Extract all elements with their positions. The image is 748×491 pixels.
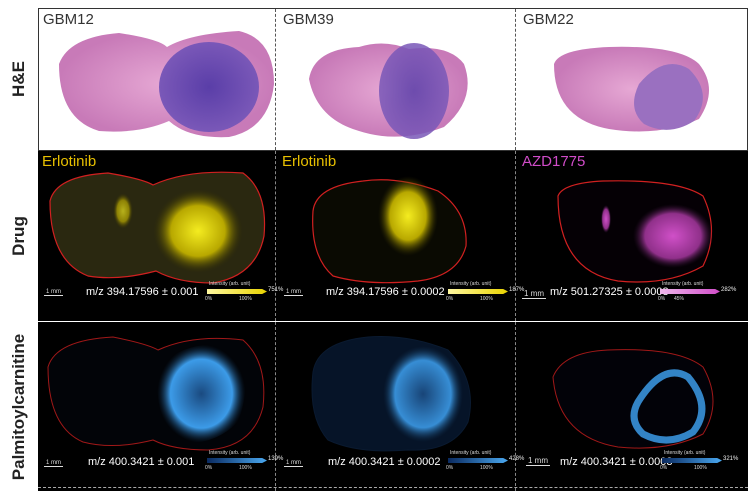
legend-colorbar [660,289,720,294]
legend-title: Intensity (arb. unit) [209,281,251,287]
legend-colorbar [207,458,267,463]
legend-title: Intensity (arb. unit) [664,450,706,456]
legend-tick: 100% [480,465,493,471]
he-gbm22-tumor [634,64,703,130]
scale-bar: 1 mm [522,289,546,299]
legend-max: 428% [509,456,525,462]
intensity-legend: Intensity (arb. unit) 282% 0% 45% [654,281,738,311]
column-divider [515,322,516,491]
legend-title: Intensity (arb. unit) [209,450,251,456]
legend-tick: 0% [446,296,454,302]
column-divider [275,9,276,150]
legend-max: 282% [721,287,737,293]
drug-gbm22-signal [633,204,713,268]
legend-max: 751% [268,287,284,293]
row-label-text: H&E [9,60,28,97]
scale-bar: 1 mm [44,289,63,296]
legend-tick: 100% [239,465,252,471]
drug-title: Erlotinib [282,153,337,170]
legend-colorbar [207,289,267,294]
legend-title: Intensity (arb. unit) [662,281,704,287]
palm-gbm39-signal [383,346,463,442]
mz-label: m/z 394.17596 ± 0.001 [86,286,199,298]
legend-tick: 100% [239,296,252,302]
mz-label: m/z 394.17596 ± 0.0002 [326,286,445,298]
legend-max: 321% [723,456,739,462]
palm-gbm22-signal [630,369,706,444]
he-gbm12-tumor [159,42,259,132]
legend-max: 187% [509,287,525,293]
sample-title-gbm39: GBM39 [283,11,334,28]
sample-title-gbm12: GBM12 [43,11,94,28]
drug-ion-images [49,171,713,284]
drug-gbm22-signal [601,205,611,233]
he-row: GBM12 GBM39 GBM22 [38,8,748,151]
row-label-text: Palmitoylcarnitine [9,333,28,480]
intensity-legend: Intensity (arb. unit) 139% 0% 100% [201,450,285,480]
column-divider [515,9,516,150]
legend-colorbar [448,458,508,463]
column-divider [515,151,516,321]
intensity-legend: Intensity (arb. unit) 187% 0% 100% [442,281,526,311]
he-gbm39-tumor [379,43,449,139]
row-label-text: Drug [9,216,29,256]
legend-tick: 0% [446,465,454,471]
palmitoylcarnitine-row: 1 mm m/z 400.3421 ± 0.001 Intensity (arb… [38,322,748,491]
legend-title: Intensity (arb. unit) [450,281,492,287]
scale-bar: 1 mm [44,460,63,467]
row-label-palmitoylcarnitine: Palmitoylcarnitine [0,322,38,491]
legend-tick: 0% [205,296,213,302]
intensity-legend: Intensity (arb. unit) 428% 0% 100% [442,450,526,480]
row-label-drug: Drug [0,151,38,321]
legend-colorbar [662,458,722,463]
drug-row: Erlotinib Erlotinib AZD1775 1 mm m/z 394… [38,151,748,321]
mz-label: m/z 400.3421 ± 0.001 [88,456,195,468]
legend-max: 139% [268,456,284,462]
palm-gbm12-signal [157,344,246,443]
drug-title: AZD1775 [522,153,586,170]
scale-bar: 1 mm [284,289,303,296]
he-tissue-images [59,31,709,139]
drug-title: Erlotinib [42,153,97,170]
drug-gbm12-signal [113,193,133,229]
mz-label: m/z 501.27325 ± 0.0003 [550,286,669,298]
legend-tick: 0% [205,465,213,471]
column-divider [275,151,276,321]
mz-label: m/z 400.3421 ± 0.0003 [560,456,673,468]
sample-title-gbm22: GBM22 [523,11,574,28]
scale-bar: 1 mm [284,460,303,467]
legend-tick: 100% [694,465,707,471]
legend-tick: 0% [658,296,666,302]
column-divider [275,322,276,491]
legend-title: Intensity (arb. unit) [450,450,492,456]
legend-tick: 0% [660,465,668,471]
intensity-legend: Intensity (arb. unit) 321% 0% 100% [656,450,740,480]
drug-gbm12-signal [153,189,243,273]
intensity-legend: Intensity (arb. unit) 751% 0% 100% [201,281,285,311]
legend-tick: 100% [480,296,493,302]
row-divider [38,487,748,488]
legend-colorbar [448,289,508,294]
scale-bar: 1 mm [526,456,550,466]
drug-gbm39-signal [378,176,438,256]
row-label-he: H&E [0,8,38,149]
palmitoylcarnitine-ion-images [47,336,714,452]
mz-label: m/z 400.3421 ± 0.0002 [328,456,441,468]
legend-tick: 45% [674,296,685,302]
